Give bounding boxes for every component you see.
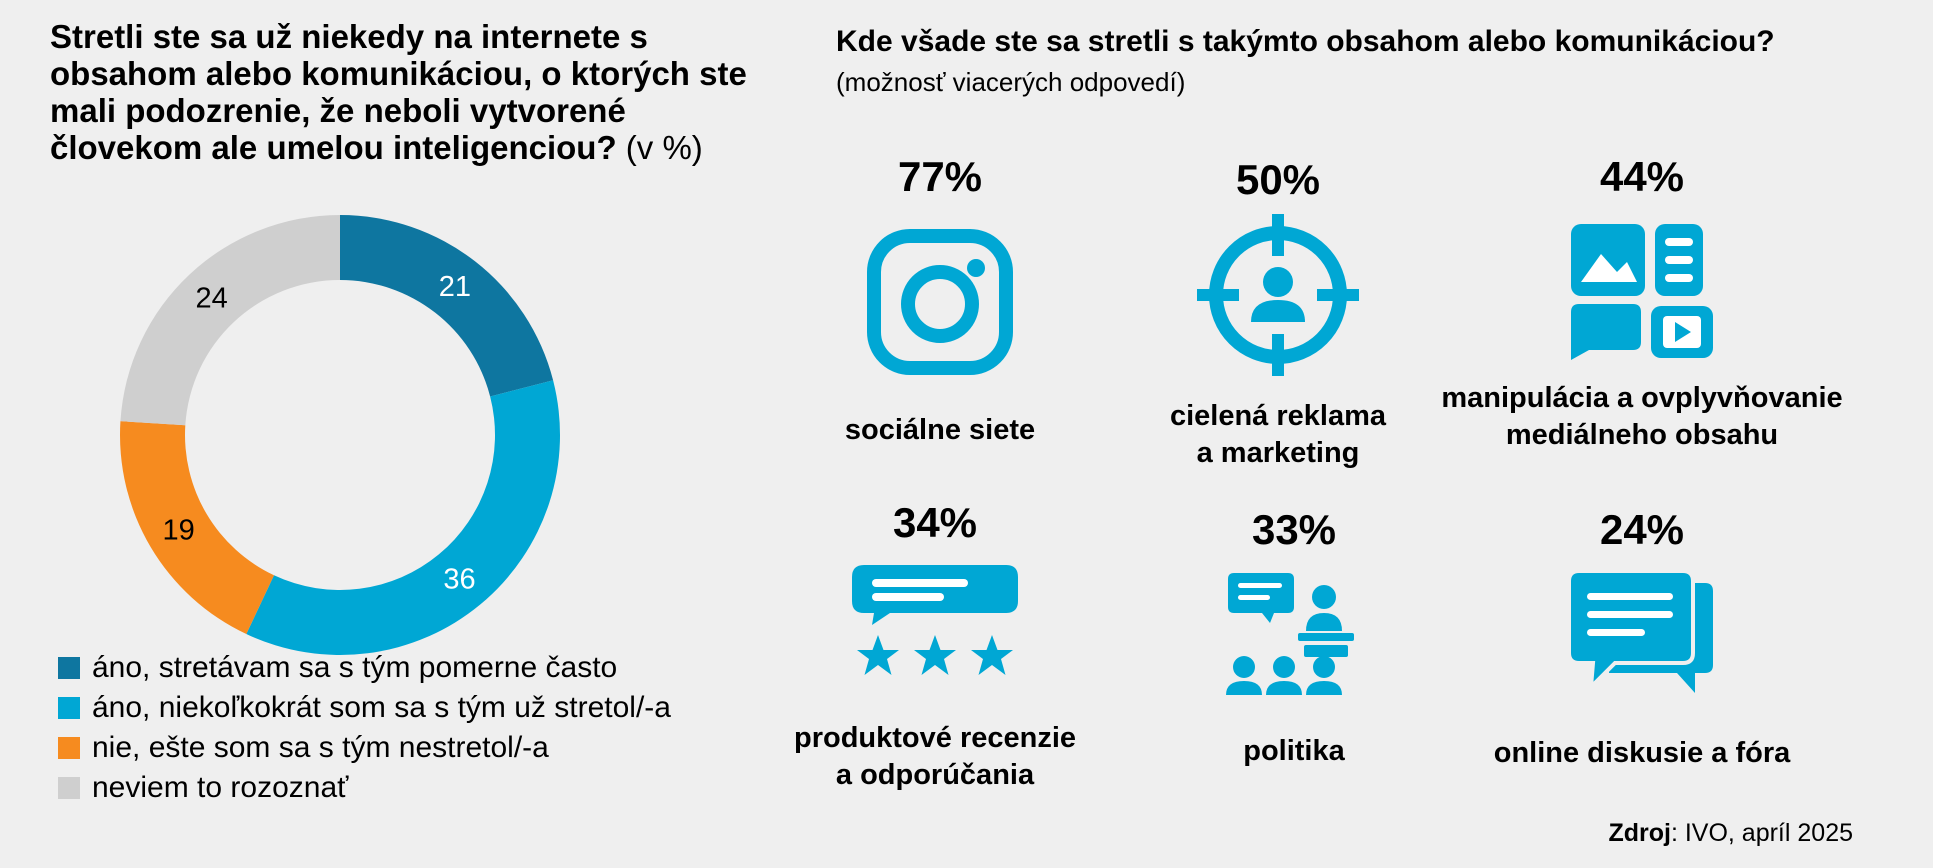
legend-item: nie, ešte som sa s tým nestretol/-a xyxy=(58,728,671,768)
slice-never xyxy=(119,421,275,635)
category-online-discussions: 24% online diskusie a fóra xyxy=(1422,505,1862,772)
slice-value-label: 21 xyxy=(439,271,471,303)
category-percent: 77% xyxy=(897,153,983,200)
category-percent: 34% xyxy=(892,499,978,546)
category-percent: 24% xyxy=(1599,506,1685,553)
legend: áno, stretávam sa s tým pomerne často án… xyxy=(58,648,671,808)
category-percent: 44% xyxy=(1599,153,1685,200)
instagram-icon xyxy=(867,229,1013,375)
category-targeted-advertising: 50% cielená reklama a marketing xyxy=(1058,155,1498,472)
category-label-line2: a odporúčania xyxy=(835,759,1035,791)
category-product-reviews: 34% produktové recenzie a odporúčania xyxy=(715,498,1155,794)
infographic-title: Kde všade ste sa stretli s takýmto obsah… xyxy=(836,25,1775,58)
category-label-line2: a marketing xyxy=(1196,437,1360,469)
review-stars-icon xyxy=(852,565,1018,675)
category-percent: 50% xyxy=(1235,156,1321,203)
category-label-line2: mediálneho obsahu xyxy=(1505,419,1779,451)
category-social-networks: 77% sociálne siete xyxy=(720,152,1160,449)
legend-label: neviem to rozoznať xyxy=(92,771,349,804)
infographic-subtitle: (možnosť viacerých odpovedí) xyxy=(836,67,1186,97)
politician-audience-icon xyxy=(1226,573,1354,695)
legend-label: áno, stretávam sa s tým pomerne často xyxy=(92,651,618,684)
category-label: online diskusie a fóra xyxy=(1493,737,1791,769)
slice-value-label: 19 xyxy=(162,514,194,546)
legend-item: áno, stretávam sa s tým pomerne často xyxy=(58,648,671,688)
legend-label: nie, ešte som sa s tým nestretol/-a xyxy=(92,731,549,764)
source-note: Zdroj: IVO, apríl 2025 xyxy=(1608,818,1853,848)
category-label: sociálne siete xyxy=(844,414,1036,446)
chart-title-text: Stretli ste sa už niekedy na internete s… xyxy=(50,18,747,166)
category-label: politika xyxy=(1243,735,1345,767)
donut-chart: 21 36 19 24 xyxy=(119,215,560,655)
category-percent: 33% xyxy=(1251,506,1337,553)
category-label: produktové recenzie xyxy=(793,722,1077,754)
slice-dont-know xyxy=(120,215,341,426)
legend-item: áno, niekoľkokrát som sa s tým už streto… xyxy=(58,688,671,728)
legend-swatch-never xyxy=(58,737,80,759)
slice-value-label: 36 xyxy=(443,563,475,595)
chart-unit: (v %) xyxy=(625,129,703,166)
category-politics: 33% politika xyxy=(1074,505,1514,770)
category-label: manipulácia a ovplyvňovanie xyxy=(1441,382,1843,414)
category-label: cielená reklama xyxy=(1169,400,1387,432)
legend-swatch-dont-know xyxy=(58,777,80,799)
target-person-icon xyxy=(1197,214,1359,376)
legend-swatch-several-times xyxy=(58,697,80,719)
source-text: : IVO, apríl 2025 xyxy=(1670,819,1853,847)
category-media-manipulation: 44% manipulácia a ovplyvňovanie mediálne… xyxy=(1422,152,1862,454)
slice-several-times xyxy=(246,380,560,655)
chart-title: Stretli ste sa už niekedy na internete s… xyxy=(50,18,770,166)
slice-often xyxy=(340,215,554,397)
media-content-icon xyxy=(1571,224,1713,360)
source-key: Zdroj xyxy=(1608,819,1671,847)
legend-swatch-often xyxy=(58,657,80,679)
slice-value-label: 24 xyxy=(196,282,228,314)
legend-label: áno, niekoľkokrát som sa s tým už streto… xyxy=(92,691,671,724)
legend-item: neviem to rozoznať xyxy=(58,768,671,808)
discussion-bubbles-icon xyxy=(1567,569,1713,693)
